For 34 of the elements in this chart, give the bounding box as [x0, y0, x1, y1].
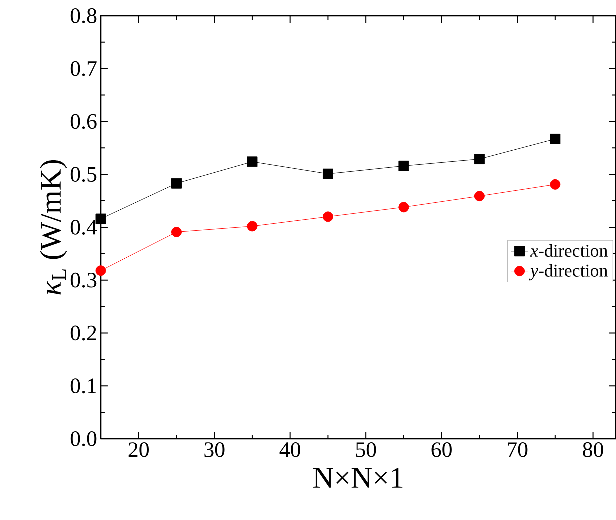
point — [96, 214, 106, 224]
y-tick-label: 0.8 — [70, 8, 97, 24]
y-tick-label: 0.3 — [70, 272, 97, 288]
y-tick-label: 0.0 — [70, 432, 97, 446]
y-tick-label: 0.2 — [70, 326, 96, 341]
y-tick-label: 0.1 — [70, 378, 96, 394]
point — [398, 202, 410, 213]
point — [474, 191, 485, 202]
x-axis-title: N×N×1 — [313, 468, 403, 488]
y-tick-label: 0.6 — [70, 114, 97, 130]
x-tick-label: 80 — [583, 442, 604, 458]
legend-label: y-direction — [529, 264, 608, 281]
x-tick-label: 30 — [204, 442, 225, 458]
point — [247, 221, 258, 232]
point — [172, 178, 182, 189]
point — [550, 134, 561, 144]
x-tick-label: 40 — [280, 442, 300, 458]
y-tick-label: 0.4 — [70, 220, 98, 235]
x-tick-label: 60 — [432, 442, 452, 458]
legend-label: x-direction — [530, 244, 608, 258]
x-tick-label: 70 — [508, 442, 528, 458]
point — [247, 156, 258, 168]
point — [398, 160, 410, 172]
y-axis-title: κ$_{L}$ (W/mK) — [40, 160, 68, 295]
point — [550, 179, 561, 190]
point — [474, 154, 485, 165]
point — [322, 212, 334, 222]
x-tick-label: 20 — [128, 442, 149, 458]
x-tick-label: 50 — [356, 442, 376, 458]
point — [322, 168, 334, 180]
y-tick-label: 0.7 — [70, 61, 97, 76]
point — [96, 266, 106, 276]
y-tick-label: 0.5 — [70, 167, 97, 182]
point — [172, 227, 182, 238]
